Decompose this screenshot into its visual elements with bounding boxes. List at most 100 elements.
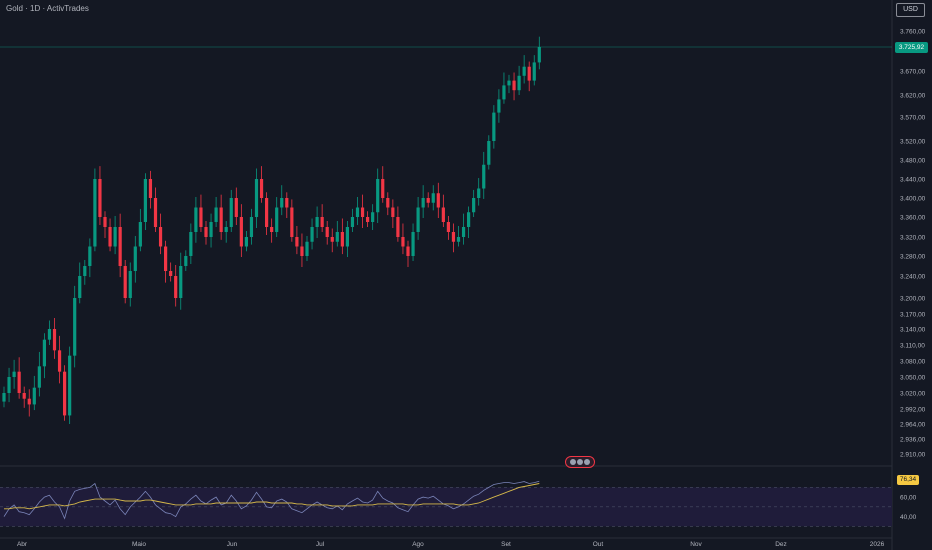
candle-body: [189, 232, 193, 256]
candle-body: [239, 217, 243, 247]
currency-button[interactable]: USD: [896, 3, 925, 17]
candle-body: [7, 377, 11, 393]
candle: [360, 194, 365, 228]
price-tick-label: 3.360,00: [900, 215, 926, 222]
candle-body: [305, 241, 309, 256]
candle: [280, 185, 284, 216]
candle: [401, 223, 405, 255]
candle: [522, 55, 526, 84]
candle: [295, 226, 299, 255]
price-tick-label: 3.620,00: [900, 93, 926, 100]
candle: [507, 74, 511, 94]
price-tick-label: 3.020,00: [900, 391, 926, 398]
candle-body: [315, 217, 319, 227]
flag-icon: [584, 459, 590, 465]
candle-body: [229, 198, 233, 227]
price-tick-label: 3.760,00: [900, 29, 926, 36]
candle-body: [234, 198, 238, 217]
candle-body: [219, 207, 223, 232]
candle: [290, 199, 294, 242]
candle: [477, 178, 481, 206]
price-tick-label: 3.080,00: [900, 359, 926, 366]
candle: [335, 221, 339, 247]
symbol-title: Gold · 1D · ActivTrades: [6, 4, 89, 13]
time-axis: Abr Maio Jun Jul Ago Set Out Nov Dez 2026: [17, 541, 885, 548]
candle: [320, 204, 324, 232]
candle-body: [487, 141, 491, 165]
rsi-tick-label: 40,00: [900, 514, 917, 521]
candle: [194, 197, 198, 243]
price-tick-label: 3.320,00: [900, 235, 926, 242]
time-tick-label: Out: [593, 541, 604, 548]
flag-icon: [577, 459, 583, 465]
candle-body: [401, 237, 405, 247]
candle-body: [73, 298, 77, 356]
candle-body: [335, 232, 339, 242]
candle-body: [37, 366, 41, 388]
candle: [376, 168, 380, 223]
candle: [174, 265, 178, 307]
rsi-tick-label: 60,00: [900, 495, 917, 502]
candle: [355, 197, 360, 225]
flag-icon: [570, 459, 576, 465]
candle-body: [174, 276, 178, 298]
candle-body: [164, 246, 168, 271]
candle-body: [78, 276, 82, 298]
candle: [244, 231, 248, 252]
candle-body: [300, 246, 304, 256]
candle-body: [391, 207, 395, 217]
candle-body: [199, 207, 203, 227]
candle-body: [148, 179, 153, 198]
rsi-ma-line: [4, 483, 540, 510]
candle: [108, 218, 112, 252]
candle: [300, 233, 304, 267]
candle-body: [22, 393, 26, 399]
candle: [527, 61, 531, 92]
candle: [350, 208, 355, 232]
candle-body: [376, 179, 380, 213]
candle: [502, 72, 506, 104]
candle-body: [345, 227, 349, 247]
candle: [396, 206, 400, 242]
candle-body: [270, 227, 274, 232]
price-tick-label: 2.910,00: [900, 452, 926, 459]
candle: [73, 285, 77, 368]
candle: [456, 226, 461, 247]
candle-body: [381, 179, 385, 198]
candle: [83, 260, 87, 285]
candle-body: [461, 227, 466, 237]
price-tick-label: 3.170,00: [900, 312, 926, 319]
event-badge-icon[interactable]: [565, 456, 595, 468]
candle: [275, 197, 279, 237]
candle: [219, 194, 223, 240]
candle-body: [406, 246, 410, 256]
candle: [189, 223, 193, 264]
price-tick-label: 3.280,00: [900, 254, 926, 261]
candle: [32, 375, 36, 411]
candle: [209, 213, 213, 248]
candle-body: [350, 217, 355, 227]
candle-body: [27, 398, 31, 405]
candle: [204, 221, 208, 245]
candle: [265, 192, 269, 235]
candle-body: [416, 207, 420, 232]
candle: [310, 218, 314, 250]
candle-body: [426, 198, 430, 203]
price-tick-label: 3.200,00: [900, 296, 926, 303]
candle-body: [396, 217, 400, 237]
candle-body: [512, 80, 516, 91]
candle: [497, 89, 501, 123]
candle-body: [108, 227, 112, 247]
candle: [406, 240, 410, 267]
price-tick-label: 3.400,00: [900, 196, 926, 203]
time-tick-label: Dez: [775, 541, 787, 548]
candle: [467, 206, 471, 238]
candle: [259, 166, 264, 203]
candle: [472, 189, 476, 217]
candle-body: [477, 188, 481, 198]
candle: [482, 151, 486, 199]
candle: [63, 365, 67, 421]
price-tick-label: 2.964,00: [900, 422, 926, 429]
candle: [52, 318, 57, 359]
